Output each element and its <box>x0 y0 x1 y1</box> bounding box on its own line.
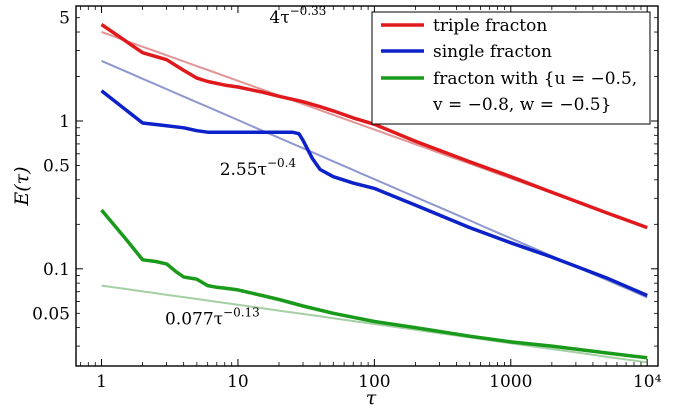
x-axis-title: τ <box>366 387 377 409</box>
x-tick-label: 10 <box>227 372 249 392</box>
y-tick-label: 0.05 <box>32 304 70 324</box>
axis-ticks: 1 10 100 1000 10⁴ 0.05 0.1 0.5 1 5 <box>32 5 662 392</box>
fit-annotation-0-077-0-13: 0.077τ−0.13 <box>165 306 260 330</box>
x-tick-label: 100 <box>358 372 390 392</box>
y-tick-label: 0.5 <box>43 157 70 177</box>
series-line-2-fracton-with-u-0-5-v-0-8-w-0-5 <box>100 208 648 360</box>
fit-line-0-077-0-13 <box>101 284 648 364</box>
plot-frame <box>75 5 659 367</box>
legend-box <box>371 11 651 125</box>
x-tick-label: 10⁴ <box>633 372 662 392</box>
legend: triple fracton single fracton fracton wi… <box>371 11 651 125</box>
series-line-1-single-fracton <box>100 89 648 298</box>
legend-label-triple: triple fracton <box>433 16 547 36</box>
data-series <box>100 23 648 360</box>
y-tick-label: 5 <box>59 9 70 29</box>
fit-annotation-2-55-0-4: 2.55τ−0.4 <box>220 156 297 180</box>
series-line-0-triple-fracton <box>100 23 648 230</box>
fit-annotation-4-0-33: 4τ−0.33 <box>269 4 326 28</box>
legend-label-single: single fracton <box>433 42 552 62</box>
y-tick-label: 0.1 <box>43 260 70 280</box>
x-tick-label: 1000 <box>489 372 532 392</box>
y-axis-title: E(τ) <box>11 166 33 206</box>
x-tick-label: 1 <box>96 372 107 392</box>
legend-label-fracton-uvw-line2: v = −0.8, w = −0.5} <box>432 95 611 115</box>
legend-label-fracton-uvw-line1: fracton with {u = −0.5, <box>433 69 637 89</box>
fit-annotations: 4τ−0.33 2.55τ−0.4 0.077τ−0.13 <box>165 4 326 329</box>
y-tick-label: 1 <box>59 112 70 132</box>
